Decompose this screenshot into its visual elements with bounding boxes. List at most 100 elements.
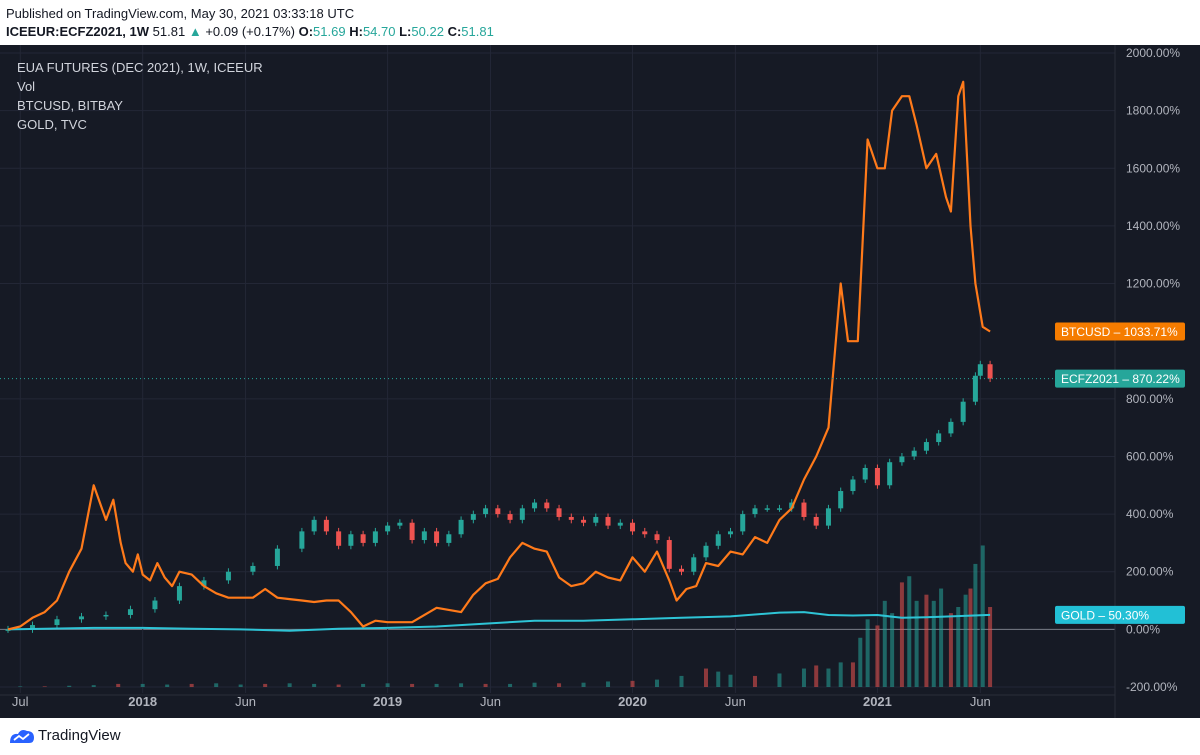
- volume-bar: [924, 594, 929, 687]
- y-tick-label: 800.00%: [1126, 392, 1174, 406]
- gold-price-tag-text: GOLD – 50.30%: [1061, 608, 1149, 622]
- x-tick-label: 2021: [863, 694, 892, 709]
- volume-bar: [907, 576, 912, 687]
- y-tick-label: -200.00%: [1126, 680, 1178, 694]
- btc-price-tag: BTCUSD – 1033.71%: [1055, 322, 1185, 341]
- candle-body: [972, 375, 978, 402]
- volume-bar: [557, 683, 562, 687]
- open-value: 51.69: [313, 24, 346, 39]
- high-value: 54.70: [362, 24, 396, 39]
- candle-body: [642, 531, 648, 535]
- volume-bar: [931, 600, 936, 687]
- candle-body: [801, 502, 807, 517]
- candle-body: [727, 531, 733, 535]
- ecf-price-tag: ECFZ2021 – 870.22%: [1055, 369, 1185, 388]
- volume-bar: [140, 683, 145, 687]
- volume-bar: [914, 600, 919, 687]
- volume-bar: [882, 600, 887, 687]
- volume-bar: [728, 674, 733, 687]
- volume-bar: [91, 685, 96, 687]
- volume-bar: [655, 679, 660, 687]
- y-tick-label: 1800.00%: [1126, 104, 1180, 118]
- volume-bar: [980, 545, 985, 687]
- volume-bar: [336, 684, 341, 687]
- candle-body: [715, 534, 721, 546]
- x-tick-label: 2018: [128, 694, 157, 709]
- brand-name[interactable]: TradingView: [38, 727, 121, 744]
- candle-body: [581, 519, 587, 523]
- candle-body: [495, 508, 501, 515]
- volume-bar: [716, 671, 721, 687]
- chart-svg[interactable]: 2000.00% 1800.00% 1600.00% 1400.00% 1200.00%…: [0, 45, 1200, 718]
- chart-area[interactable]: 2000.00% 1800.00% 1600.00% 1400.00% 1200.00%…: [0, 45, 1200, 718]
- candle-body: [813, 516, 819, 526]
- volume-bar: [165, 684, 170, 687]
- candle-body: [385, 525, 391, 532]
- y-tick-label: 1400.00%: [1126, 219, 1180, 233]
- volume-bar: [826, 668, 831, 687]
- candle-body: [911, 450, 917, 457]
- volume-bar: [410, 683, 415, 687]
- symbol-name[interactable]: ICEEUR:ECFZ2021, 1W: [6, 24, 150, 39]
- published-line: Published on TradingView.com, May 30, 20…: [6, 6, 355, 21]
- legend-gold[interactable]: GOLD, TVC: [17, 117, 87, 132]
- candle-body: [862, 467, 868, 480]
- volume-bar: [18, 686, 23, 687]
- candle-body: [5, 629, 11, 631]
- gold-series-line: [7, 611, 991, 632]
- candle-body: [544, 502, 550, 509]
- ecf-price-tag-bg: [1055, 369, 1185, 388]
- y-tick-label: 1600.00%: [1126, 161, 1180, 175]
- volume-bar: [189, 683, 194, 687]
- candle-body: [323, 519, 329, 532]
- candle-body: [54, 619, 60, 626]
- y-tick-label: 0.00%: [1126, 622, 1160, 636]
- candle-body: [299, 531, 305, 549]
- x-tick-label: Jul: [12, 694, 29, 709]
- candle-body: [838, 491, 844, 509]
- volume-bar: [238, 684, 243, 687]
- legend-main[interactable]: EUA FUTURES (DEC 2021), 1W, ICEEUR: [17, 60, 263, 75]
- footer: TradingView: [0, 718, 1200, 755]
- volume-bar: [630, 680, 635, 687]
- candle-body: [764, 508, 770, 510]
- candle-body: [960, 401, 966, 422]
- candle-body: [336, 531, 342, 546]
- legend-btc[interactable]: BTCUSD, BITBAY: [17, 98, 123, 113]
- candle-body: [691, 557, 697, 572]
- volume-bar: [968, 588, 973, 687]
- x-tick-label: 2020: [618, 694, 647, 709]
- candle-body: [176, 586, 182, 601]
- candle-body: [593, 516, 599, 523]
- candle-body: [654, 534, 660, 541]
- volume-bar: [850, 662, 855, 687]
- volume-bar: [312, 683, 317, 687]
- last-price: 51.81: [152, 24, 186, 39]
- candle-body: [887, 462, 893, 486]
- volume-bar: [434, 683, 439, 687]
- volume-bar: [606, 681, 611, 687]
- volume-bar: [508, 683, 513, 687]
- candle-body: [483, 508, 489, 515]
- volume-bar: [814, 665, 819, 687]
- candle-body: [519, 508, 525, 520]
- symbol-line: ICEEUR:ECFZ2021, 1W 51.81 ▲ +0.09 (+0.17…: [6, 24, 494, 39]
- candle-body: [421, 531, 427, 541]
- legend-vol[interactable]: Vol: [17, 79, 36, 94]
- volume-bar: [899, 582, 904, 687]
- volume-bar: [214, 683, 219, 687]
- x-tick-label: Jun: [725, 694, 746, 709]
- candle-body: [874, 467, 880, 486]
- candle-body: [458, 519, 464, 535]
- volume-bar: [973, 563, 978, 687]
- volume-bar: [459, 683, 464, 687]
- y-tick-label: 600.00%: [1126, 449, 1174, 463]
- volume-bar: [263, 683, 268, 687]
- x-tick-label: Jun: [235, 694, 256, 709]
- volume-bar: [858, 637, 863, 687]
- btc-price-tag-bg: [1055, 322, 1185, 341]
- candle-body: [605, 516, 611, 526]
- candle-body: [348, 534, 354, 546]
- ecf-price-tag-text: ECFZ2021 – 870.22%: [1061, 372, 1180, 386]
- candle-body: [225, 571, 231, 581]
